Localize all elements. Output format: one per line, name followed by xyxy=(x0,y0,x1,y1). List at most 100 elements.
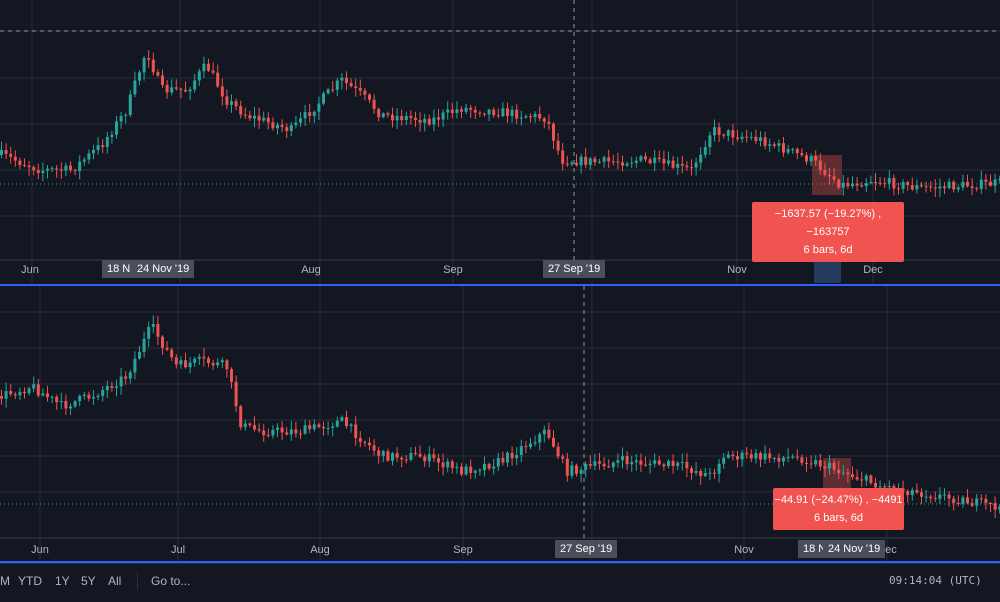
candle-body xyxy=(860,479,864,481)
candle-body xyxy=(731,130,735,138)
bottom-toolbar: M YTD 1Y 5Y All Go to... 09:14:04 (UTC) xyxy=(0,563,1000,602)
candle-body xyxy=(115,121,118,135)
candle-body xyxy=(883,183,887,185)
candle-body xyxy=(294,122,298,126)
candle-body xyxy=(671,460,675,466)
candle-body xyxy=(248,423,252,426)
candle-body xyxy=(869,182,873,184)
candle-body xyxy=(924,186,928,188)
candle-body xyxy=(36,384,40,396)
candle-body xyxy=(188,89,192,92)
candle-body xyxy=(768,453,772,459)
candle-body xyxy=(786,149,790,153)
range-button-ytd[interactable]: YTD xyxy=(18,574,42,588)
candle-body xyxy=(961,497,965,504)
candle-body xyxy=(271,429,275,436)
top-price-chart[interactable] xyxy=(0,0,1000,284)
goto-date-button[interactable]: Go to... xyxy=(151,574,191,588)
pane-separator[interactable] xyxy=(0,284,1000,286)
candle-body xyxy=(634,160,638,163)
candle-body xyxy=(625,163,629,166)
candle-body xyxy=(262,430,266,436)
candle-body xyxy=(570,162,574,165)
candle-body xyxy=(496,115,500,117)
candle-body xyxy=(257,429,261,431)
candle-body xyxy=(676,462,680,466)
candle-body xyxy=(828,174,831,177)
candle-body xyxy=(791,456,795,458)
top-month-dec: Dec xyxy=(863,264,883,276)
range-button-5y[interactable]: 5Y xyxy=(81,574,96,588)
candle-body xyxy=(165,347,169,350)
candle-body xyxy=(446,109,450,113)
candle-body xyxy=(87,153,91,160)
candle-body xyxy=(657,460,661,465)
candle-body xyxy=(561,456,565,459)
candle-body xyxy=(772,457,776,459)
candle-body xyxy=(73,401,77,407)
bottom-price-chart[interactable] xyxy=(0,286,1000,562)
candle-body xyxy=(501,457,505,463)
candle-body xyxy=(358,438,362,442)
bottom-chart-pane[interactable]: Jun Jul Aug Sep Nov Dec 27 Sep '19 18 N … xyxy=(0,286,1000,562)
candle-body xyxy=(151,59,155,73)
candle-body xyxy=(952,498,956,504)
candle-body xyxy=(27,388,31,394)
candle-body xyxy=(202,63,206,72)
candle-body xyxy=(924,496,928,498)
candle-body xyxy=(713,127,716,136)
candle-body xyxy=(542,429,546,435)
candle-body xyxy=(851,183,854,187)
candle-body xyxy=(82,159,86,162)
candle-body xyxy=(331,89,335,91)
utc-clock[interactable]: 09:14:04 (UTC) xyxy=(889,574,982,587)
candle-body xyxy=(630,462,634,465)
candle-body xyxy=(694,470,698,473)
candle-body xyxy=(101,390,105,396)
candle-body xyxy=(142,58,146,73)
range-button-m[interactable]: M xyxy=(0,574,10,588)
candle-body xyxy=(943,494,946,496)
candle-body xyxy=(680,163,684,166)
candle-body xyxy=(0,150,3,155)
candle-body xyxy=(55,396,59,403)
candle-body xyxy=(754,136,758,141)
candle-body xyxy=(818,160,822,170)
candle-body xyxy=(538,434,542,443)
candle-body xyxy=(975,188,979,190)
candle-body xyxy=(869,475,873,483)
candle-body xyxy=(887,486,891,488)
bottom-separator xyxy=(0,561,1000,563)
candle-body xyxy=(409,115,413,118)
range-button-all[interactable]: All xyxy=(108,574,122,588)
candle-body xyxy=(142,338,146,352)
candle-body xyxy=(667,460,670,467)
candle-body xyxy=(565,458,569,476)
candle-body xyxy=(598,461,601,464)
candle-body xyxy=(588,158,592,165)
candle-body xyxy=(795,456,799,458)
bottom-measure-change: −44.91 (−24.47%) , −4491 xyxy=(774,494,903,506)
candle-body xyxy=(138,351,141,359)
candle-body xyxy=(9,153,13,157)
candle-body xyxy=(151,323,155,327)
candle-body xyxy=(947,181,951,189)
candle-body xyxy=(814,156,818,161)
candle-body xyxy=(979,179,983,190)
candle-body xyxy=(933,187,937,189)
candle-body xyxy=(253,425,256,430)
top-chart-pane[interactable]: Jun Aug Sep Nov Dec 18 N 24 Nov '19 27 S… xyxy=(0,0,1000,284)
candle-body xyxy=(979,498,983,500)
candle-body xyxy=(846,472,850,475)
candle-body xyxy=(92,397,95,399)
candle-body xyxy=(593,158,597,163)
range-button-1y[interactable]: 1Y xyxy=(55,574,70,588)
candle-body xyxy=(414,453,417,455)
candle-body xyxy=(929,496,933,499)
candle-body xyxy=(837,469,841,474)
candle-body xyxy=(276,427,279,430)
candle-body xyxy=(32,167,36,171)
candle-body xyxy=(478,112,482,114)
candle-body xyxy=(308,112,312,116)
candle-body xyxy=(782,457,785,462)
